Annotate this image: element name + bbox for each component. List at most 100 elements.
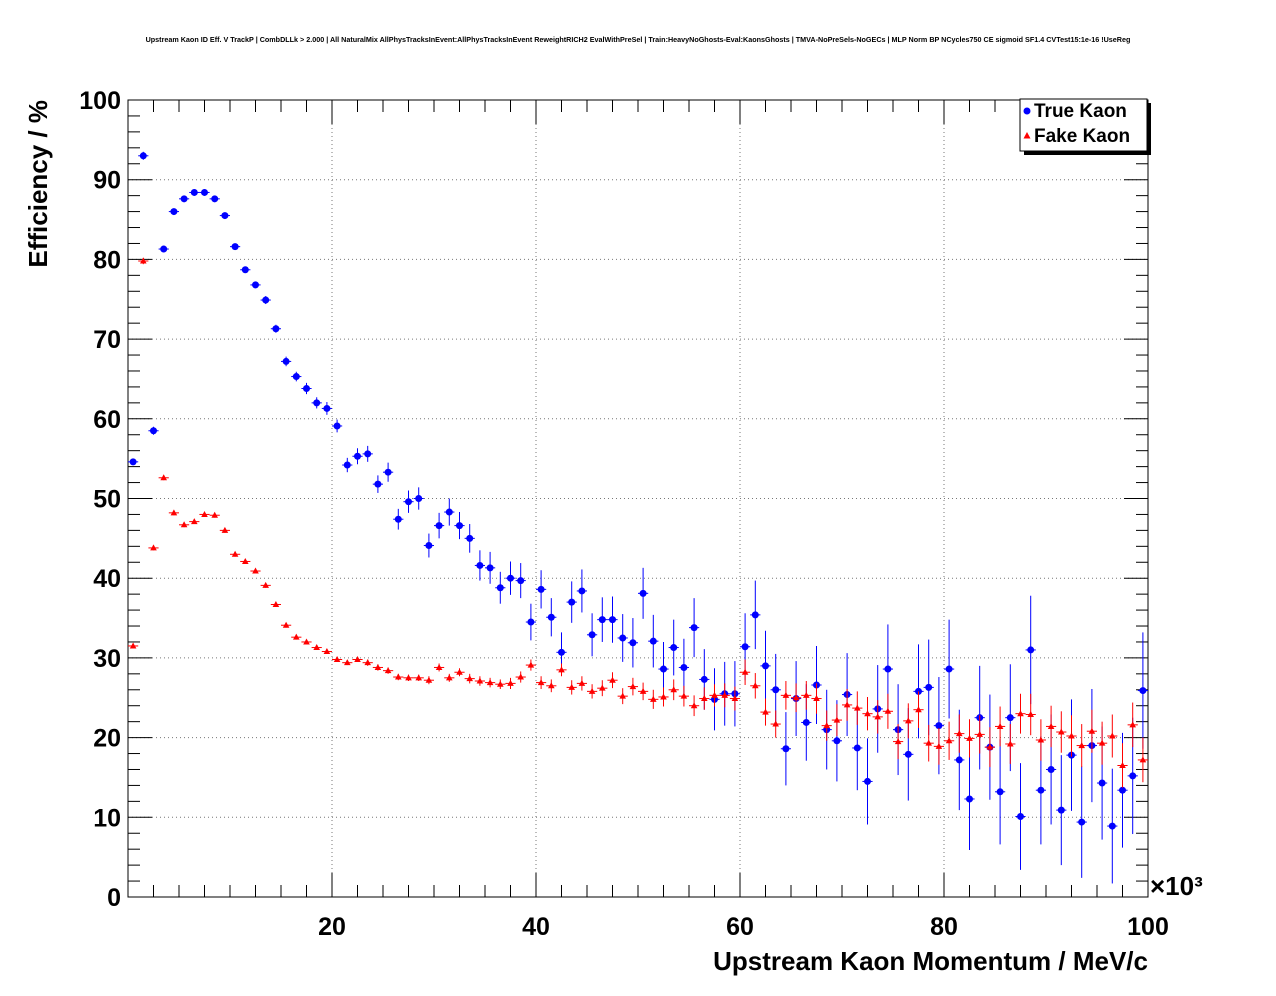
data-point [996,722,1004,729]
data-point [956,730,963,737]
x-tick-label: 20 [318,913,346,941]
data-point [588,631,596,639]
data-point [231,243,239,251]
data-point [629,683,637,690]
y-tick-label: 100 [79,87,121,115]
data-point [1057,806,1065,814]
legend-marker-fake-kaon [1023,132,1031,139]
data-point [201,510,208,517]
data-point [1017,813,1024,821]
data-point [343,461,351,469]
data-point [986,743,994,750]
data-point [1047,722,1055,729]
x-axis-multiplier: ×10³ [1150,871,1203,901]
data-point [639,687,647,694]
data-point [160,245,168,253]
data-point [701,695,708,702]
data-point [170,509,178,516]
data-point [1119,786,1126,794]
data-point [313,399,321,407]
data-point [190,188,198,196]
data-point [374,663,382,670]
data-point [415,674,422,681]
data-point [935,742,943,749]
data-point [619,634,627,642]
data-point [466,534,474,542]
series-true-kaon [128,151,1148,884]
data-point [282,357,290,365]
data-point [711,691,718,698]
data-point [211,511,218,518]
data-point [323,404,331,412]
data-point [660,665,667,673]
data-point [966,734,973,741]
data-point [1139,687,1147,695]
data-point [803,691,810,698]
data-point [313,644,320,651]
data-point [446,674,453,681]
data-point [609,676,616,683]
data-point [629,639,637,647]
legend-label-true-kaon: True Kaon [1034,101,1127,122]
y-tick-label: 90 [93,167,121,195]
data-point [823,722,830,729]
data-point [915,706,922,713]
data-point [905,717,912,724]
data-point [721,691,728,698]
data-point [140,257,147,264]
data-point [578,587,586,595]
data-point [497,680,504,687]
data-point [323,648,331,655]
data-point [445,508,453,516]
data-point [690,624,698,632]
data-point [639,589,647,597]
legend-box [1019,98,1148,152]
data-point [405,498,412,506]
data-point [945,665,953,673]
data-point [558,666,565,673]
data-point [272,325,280,333]
data-point [170,208,178,216]
data-point [292,373,300,381]
data-point [395,673,402,680]
data-point [344,659,351,666]
chart-title: Upstream Kaon ID Eff. V TrackP | CombDLL… [146,35,1131,44]
data-point [354,655,361,662]
data-point [1098,779,1106,787]
data-point [231,550,239,557]
y-tick-label: 10 [93,804,121,832]
data-point [517,577,525,585]
data-point [1078,818,1086,826]
data-point [456,668,463,675]
data-point [456,522,463,530]
data-point [333,655,341,662]
data-point [813,695,820,702]
y-axis-title: Efficiency / % [23,100,53,268]
data-point [782,691,790,698]
legend-label-fake-kaon: Fake Kaon [1034,126,1130,147]
y-tick-label: 60 [93,406,121,434]
data-point [1119,761,1126,768]
data-point [547,613,555,621]
data-point [854,704,861,711]
data-point [619,692,626,699]
data-point [507,679,514,686]
data-point [751,611,759,619]
data-point [486,679,494,686]
data-point [527,661,535,668]
data-point [670,644,678,652]
data-point [568,683,575,690]
data-point [262,581,269,588]
data-point [1139,756,1147,763]
data-point [568,598,576,606]
data-point [670,686,677,693]
legend: True Kaon Fake Kaon [1019,98,1151,155]
y-tick-label: 40 [93,565,121,593]
data-point [598,616,606,624]
data-point [578,679,586,686]
data-point [650,695,657,702]
data-point [293,633,300,640]
data-point [548,682,555,689]
data-point [680,692,688,699]
